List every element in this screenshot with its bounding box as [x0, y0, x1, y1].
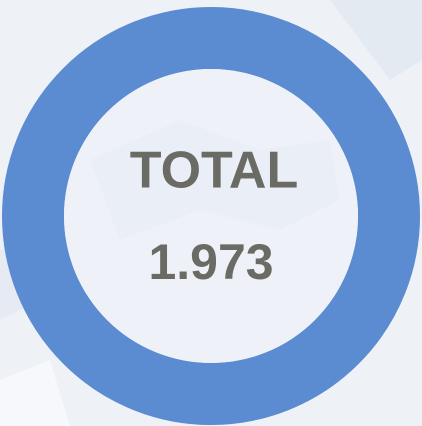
- map-shape: [0, 360, 70, 426]
- total-label: TOTAL: [130, 142, 299, 200]
- map-shape: [330, 0, 422, 80]
- total-ring: [2, 7, 420, 425]
- map-shape: [90, 120, 340, 240]
- total-value: 1.973: [148, 234, 273, 290]
- ring-center: [64, 69, 358, 363]
